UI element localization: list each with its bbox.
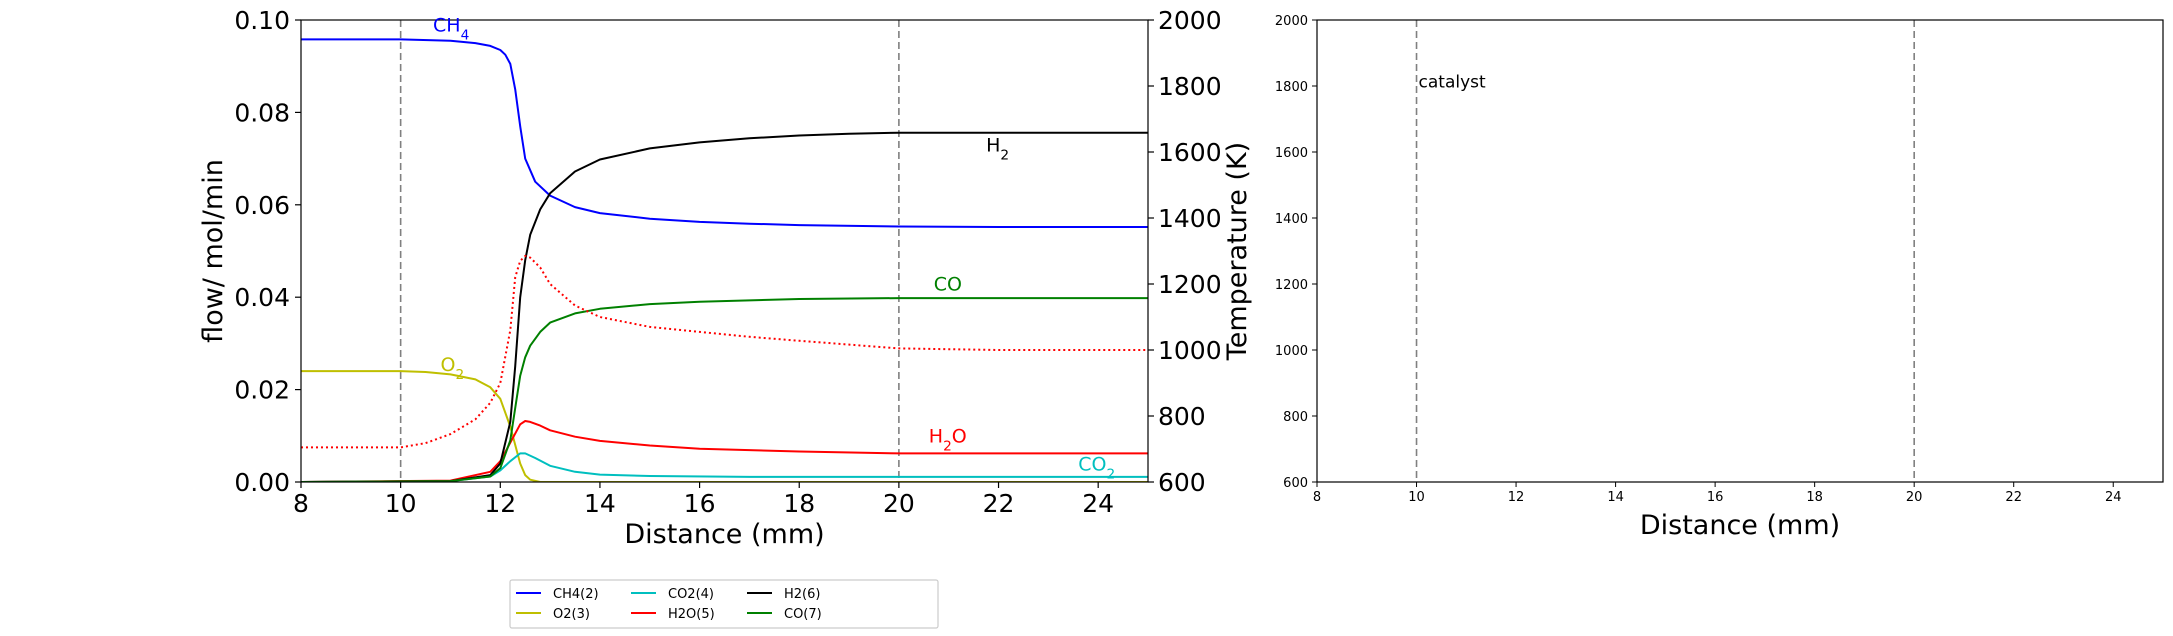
legend-label-CO2(4): CO2(4) [668, 587, 714, 602]
x-tick-label: 10 [1408, 490, 1425, 505]
y-tick-label: 1000 [1275, 344, 1308, 359]
series-label-main: CH [433, 15, 461, 37]
series-label-sub: 2 [455, 367, 464, 383]
plot-area [301, 38, 1148, 482]
series-line-H2O(5) [301, 420, 1148, 482]
y-tick-label: 2000 [1275, 14, 1308, 29]
x-tick-label: 16 [1707, 490, 1724, 505]
y-tick-label: 0.08 [234, 98, 290, 127]
series-label-H2(6): H2 [986, 135, 1009, 164]
x-tick-label: 22 [2005, 490, 2022, 505]
legend-label-O2(3): O2(3) [553, 607, 590, 622]
series-label-main: H [986, 135, 1000, 157]
y-tick-label: 0.06 [234, 191, 290, 220]
y2-axis-label: Temperature (K) [1222, 142, 1253, 361]
y-tick-label: 1200 [1275, 278, 1308, 293]
y-tick-label: 600 [1283, 476, 1308, 491]
series-label-H2O(5): H2O [929, 426, 967, 455]
y2-tick-label: 800 [1158, 402, 1206, 431]
legend-label-CO(7): CO(7) [784, 607, 822, 622]
legend-label-H2O(5): H2O(5) [668, 607, 715, 622]
series-label-main: CO [1078, 453, 1106, 475]
series-line-CO2(4) [301, 452, 1148, 482]
y2-tick-label: 1800 [1158, 72, 1222, 101]
x-tick-label: 18 [1806, 490, 1823, 505]
x-tick-label: 14 [1607, 490, 1624, 505]
series-label-CO(7): CO [934, 273, 962, 295]
y2-tick-label: 1200 [1158, 270, 1222, 299]
x-tick-label: 12 [484, 489, 516, 518]
y2-tick-label: 1000 [1158, 336, 1222, 365]
series-label-CH4(2): CH4 [433, 15, 469, 44]
temperature-line [301, 254, 1148, 449]
y-tick-label: 800 [1283, 410, 1308, 425]
series-label-main: CO [934, 273, 962, 295]
legend-label-CH4(2): CH4(2) [553, 587, 599, 602]
x-axis-label: Distance (mm) [624, 519, 824, 550]
y-tick-label: 0.10 [234, 6, 290, 35]
y-tick-label: 0.04 [234, 283, 290, 312]
y2-tick-label: 1400 [1158, 204, 1222, 233]
series-line-CH4(2) [301, 38, 1148, 228]
x-tick-label: 10 [385, 489, 417, 518]
catalyst-annotation: catalyst [1419, 73, 1486, 93]
series-label-main: O [441, 354, 456, 376]
series-label-main: H [929, 426, 943, 448]
series-line-O2(3) [301, 370, 1148, 482]
axes-frame [300, 19, 1149, 483]
x-axis-label: Distance (mm) [1640, 510, 1840, 541]
y-tick-label: 0.02 [234, 376, 290, 405]
axes-frame [1316, 19, 2164, 483]
x-tick-label: 16 [684, 489, 716, 518]
y-tick-label: 1800 [1275, 80, 1308, 95]
y2-tick-label: 2000 [1158, 6, 1222, 35]
y-tick-label: 0.00 [234, 468, 290, 497]
x-tick-label: 8 [293, 489, 309, 518]
y2-tick-label: 600 [1158, 468, 1206, 497]
y-tick-label: 1400 [1275, 212, 1308, 227]
series-label-sub: 2 [943, 439, 952, 455]
series-label-tail: O [952, 426, 967, 448]
series-label-sub: 2 [1106, 466, 1115, 482]
x-tick-label: 20 [883, 489, 915, 518]
series-label-sub: 2 [1000, 148, 1009, 164]
x-tick-label: 24 [2105, 490, 2122, 505]
x-tick-label: 18 [783, 489, 815, 518]
temperature-chart: 8 10 12 14 16 18 20 22 24 600 800 1000 1200 1400 1600 1… [1275, 14, 2164, 541]
legend: CH4(2) O2(3) CO2(4) H2O(5) H2(6) CO(7) [509, 579, 939, 629]
legend-label-H2(6): H2(6) [784, 587, 820, 602]
x-tick-label: 12 [1508, 490, 1525, 505]
series-line-CO(7) [301, 297, 1148, 482]
y2-tick-label: 1600 [1158, 138, 1222, 167]
x-tick-label: 8 [1313, 490, 1321, 505]
x-tick-label: 20 [1906, 490, 1923, 505]
y-tick-label: 1600 [1275, 146, 1308, 161]
series-label-O2(3): O2 [441, 354, 465, 383]
series-label-sub: 4 [461, 28, 470, 44]
flow-chart: 8 10 12 14 16 18 20 22 240.000.020.040.060.080.1… [198, 6, 1253, 550]
x-tick-label: 24 [1082, 489, 1114, 518]
x-tick-label: 14 [584, 489, 616, 518]
legend-frame [509, 579, 939, 629]
series-label-CO2(4): CO2 [1078, 453, 1115, 482]
y-axis-label: flow/ mol/min [198, 159, 229, 343]
series-line-H2(6) [301, 131, 1148, 482]
x-tick-label: 22 [983, 489, 1015, 518]
